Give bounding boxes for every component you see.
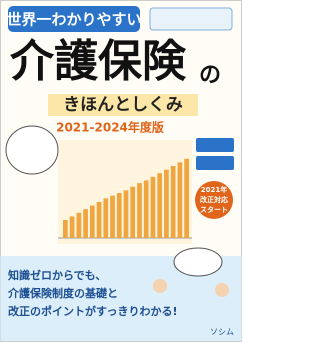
- info-badge: [196, 156, 234, 170]
- blurb-line: 改正のポイントがすっきりわかる!: [8, 304, 178, 318]
- bar: [171, 166, 176, 238]
- speech-bubble: [174, 248, 222, 276]
- book-cover: 世界一わかりやすい 介護保険 の きほんとしくみ 2021-2024年度版 20…: [0, 0, 242, 342]
- bar: [110, 196, 115, 238]
- bar: [178, 162, 183, 238]
- speech-bubble: [6, 126, 58, 174]
- blurb-line: 介護保険制度の基礎と: [7, 286, 118, 300]
- badge-line: 改正対応: [200, 195, 228, 204]
- person-illustration: [215, 283, 229, 297]
- badge-line: スタート: [200, 205, 228, 214]
- bar: [157, 173, 162, 238]
- bar: [144, 180, 149, 238]
- subtitle: きほんとしくみ: [63, 95, 183, 115]
- bar: [97, 202, 102, 238]
- bar: [76, 213, 81, 238]
- bar: [90, 206, 95, 238]
- bar: [137, 183, 142, 238]
- badge-line: 2021年: [201, 185, 227, 194]
- bar: [130, 187, 135, 238]
- bar: [124, 190, 129, 238]
- bar: [83, 209, 88, 238]
- info-badge: [196, 138, 234, 152]
- tagline: 世界一わかりやすい: [6, 11, 141, 29]
- title: 介護保険: [10, 36, 187, 87]
- bar: [103, 198, 108, 238]
- bar: [70, 216, 75, 238]
- title-suffix: の: [199, 63, 221, 88]
- bar: [63, 220, 68, 238]
- bar: [151, 177, 156, 238]
- bar: [164, 170, 169, 238]
- bar: [117, 193, 122, 238]
- edition: 2021-2024年度版: [56, 120, 164, 135]
- person-illustration: [153, 279, 167, 293]
- bar: [184, 159, 189, 238]
- blurb-line: 知識ゼロからでも、: [7, 268, 106, 282]
- corner-decoration: [150, 8, 232, 30]
- publisher: ソシム: [210, 328, 234, 337]
